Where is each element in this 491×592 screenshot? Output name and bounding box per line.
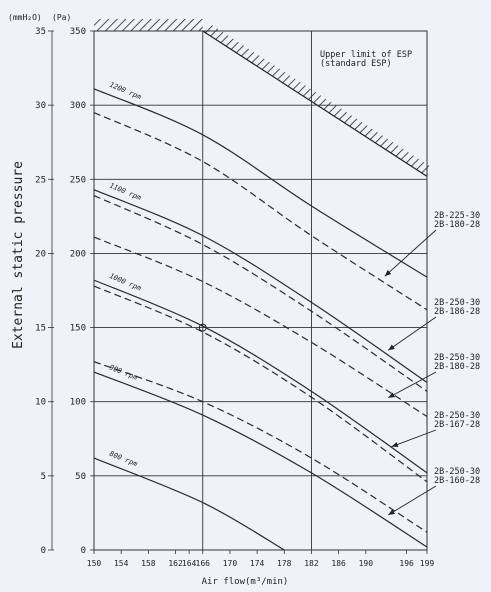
fan-curve-dashed (93, 236, 428, 418)
fan-curve-solid (93, 457, 285, 551)
y-tick-label-mmh2o: 20 (35, 249, 46, 259)
model-arrow (388, 371, 437, 399)
rpm-label: 1000 rpm (108, 272, 143, 293)
esp-limit-label: (standard ESP) (320, 59, 392, 69)
fan-curve-dashed (93, 195, 428, 392)
model-label: 2B-160-28 (434, 476, 480, 486)
model-label: 2B-250-30 (434, 353, 480, 363)
y-tick-label-mmh2o: 5 (41, 472, 46, 482)
y-tick-label-pa: 150 (70, 324, 86, 334)
model-label: 2B-225-30 (434, 211, 480, 221)
rpm-label: 1100 rpm (108, 182, 143, 203)
y-tick-label-pa: 250 (70, 175, 86, 185)
model-label: 2B-186-28 (434, 307, 480, 317)
x-tick-label: 182 (304, 559, 319, 568)
esp-limit-line (202, 30, 428, 177)
x-tick-label: 166 (196, 559, 211, 568)
y-tick-label-pa: 50 (75, 472, 86, 482)
y-tick-label-pa: 0 (81, 546, 86, 556)
y-tick-label-mmh2o: 30 (35, 101, 46, 111)
x-tick-label: 178 (277, 559, 292, 568)
model-arrow (384, 229, 437, 277)
x-tick-label: 158 (141, 559, 156, 568)
model-label: 2B-167-28 (434, 420, 480, 430)
operating-point-marker (198, 323, 207, 332)
y-tick-label-pa: 200 (70, 249, 86, 259)
plot-frame (93, 30, 428, 551)
fan-curve-dashed (93, 361, 428, 533)
y-tick-label-pa: 350 (70, 27, 86, 37)
model-label: 2B-180-28 (434, 220, 480, 230)
model-label: 2B-250-30 (434, 411, 480, 421)
x-tick-label: 196 (399, 559, 414, 568)
rpm-label: 1200 rpm (108, 81, 143, 102)
hatch-band-top (94, 19, 203, 31)
y-right-unit-label: (Pa) (52, 13, 71, 22)
fan-curve-solid (93, 88, 428, 278)
model-arrow (387, 485, 437, 516)
y-tick-label-mmh2o: 10 (35, 398, 46, 408)
x-tick-label: 170 (223, 559, 238, 568)
model-annotations: 2B-225-302B-180-282B-250-302B-186-282B-2… (384, 211, 480, 516)
model-arrow (391, 429, 437, 448)
y-tick-label-mmh2o: 25 (35, 175, 46, 185)
y-tick-label-mmh2o: 35 (35, 27, 46, 37)
model-label: 2B-250-30 (434, 467, 480, 477)
fan-curve-solid (93, 279, 428, 474)
x-axis-title: Air flow(m³/min) (202, 577, 289, 587)
y-tick-label-mmh2o: 15 (35, 324, 46, 334)
hatch-band-diagonal (202, 22, 433, 177)
esp-limit-hatch-area: Upper limit of ESP(standard ESP) (94, 19, 433, 177)
x-tick-label: 186 (331, 559, 346, 568)
fan-curve-solid (93, 371, 428, 548)
x-tick-label: 154 (114, 559, 129, 568)
x-tick-label: 162 (168, 559, 183, 568)
x-tick-label: 150 (87, 559, 102, 568)
fan-curve-solid (93, 189, 428, 383)
y-tick-label-pa: 100 (70, 398, 86, 408)
esp-limit-label: Upper limit of ESP (320, 50, 412, 60)
fan-curve-dashed (93, 285, 428, 483)
model-arrow (387, 316, 437, 351)
y-tick-label-mmh2o: 0 (41, 546, 46, 556)
y-left-unit-label: (mmH₂O) (8, 13, 42, 22)
y-tick-label-pa: 300 (70, 101, 86, 111)
y-axis-title: External static pressure (11, 161, 26, 349)
x-tick-label: 174 (250, 559, 265, 568)
model-label: 2B-250-30 (434, 298, 480, 308)
fan-curve-dashed (93, 112, 428, 311)
axis-ticks: 0 0 50 5 100 10 150 15 200 20 250 25 300 30 350 35 150 15… (35, 27, 434, 568)
x-tick-label: 164 (182, 559, 197, 568)
grid-lines (93, 30, 428, 551)
x-tick-label: 199 (420, 559, 435, 568)
x-tick-label: 190 (359, 559, 374, 568)
model-label: 2B-180-28 (434, 362, 480, 372)
